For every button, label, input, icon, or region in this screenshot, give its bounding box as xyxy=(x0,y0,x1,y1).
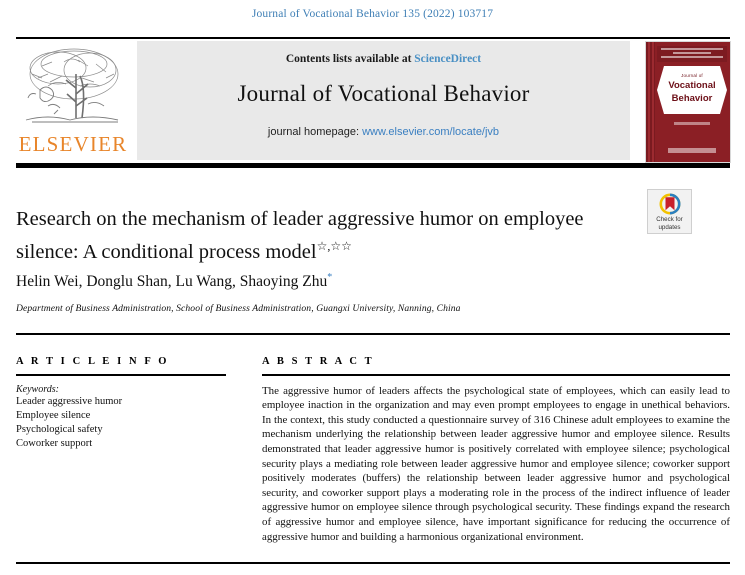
author-names: Helin Wei, Donglu Shan, Lu Wang, Shaoyin… xyxy=(16,273,328,291)
journal-cover-thumbnail: Journal of Vocational Behavior xyxy=(645,41,731,163)
journal-title: Journal of Vocational Behavior xyxy=(237,81,530,106)
title-footnote-marks: ☆,☆☆ xyxy=(316,239,352,253)
cover-hexagon: Journal of Vocational Behavior xyxy=(657,66,727,114)
crossmark-check-for-updates-badge[interactable]: Check for updates xyxy=(647,189,692,234)
keyword-item: Leader aggressive humor xyxy=(16,395,123,407)
cover-spine xyxy=(646,42,655,162)
abstract-heading: A B S T R A C T xyxy=(262,356,375,367)
cover-title-line2: Vocational xyxy=(668,80,716,91)
keywords-label: Keywords: xyxy=(16,383,59,395)
header-rule-thick xyxy=(16,163,730,168)
header-rule-top xyxy=(16,37,730,39)
corresponding-author-mark: * xyxy=(327,272,333,283)
journal-homepage-link[interactable]: www.elsevier.com/locate/jvb xyxy=(362,126,500,138)
elsevier-tree-icon xyxy=(25,48,119,123)
article-info-heading: A R T I C L E I N F O xyxy=(16,356,170,367)
abstract-section: A B S T R A C T The aggressive humor of … xyxy=(262,356,730,544)
elsevier-logo: ELSEVIER xyxy=(14,44,132,160)
article-info-underline xyxy=(16,374,226,376)
cover-band-line xyxy=(661,48,723,50)
crossmark-caption-line2: updates xyxy=(658,224,681,231)
keyword-item: Coworker support xyxy=(16,437,93,449)
cover-top-band xyxy=(657,46,727,62)
crossmark-icon xyxy=(659,193,681,215)
journal-homepage-label: journal homepage: xyxy=(267,126,363,138)
author-list: Helin Wei, Donglu Shan, Lu Wang, Shaoyin… xyxy=(16,272,616,291)
elsevier-wordmark: ELSEVIER xyxy=(18,132,128,156)
article-info-section: A R T I C L E I N F O Keywords: Leader a… xyxy=(16,356,236,451)
contents-available-text: Contents lists available at xyxy=(285,53,415,65)
author-affiliation: Department of Business Administration, S… xyxy=(16,303,461,314)
cover-title-line3: Behavior xyxy=(671,93,713,104)
cover-band-line xyxy=(661,56,723,58)
keyword-item: Employee silence xyxy=(16,409,91,421)
running-head: Journal of Vocational Behavior 135 (2022… xyxy=(251,8,494,20)
paper-title-text: Research on the mechanism of leader aggr… xyxy=(16,208,584,263)
page-title: Research on the mechanism of leader aggr… xyxy=(16,206,616,266)
journal-masthead: Contents lists available at ScienceDirec… xyxy=(137,41,630,160)
journal-homepage-line: journal homepage: www.elsevier.com/locat… xyxy=(137,126,630,138)
contents-available-line: Contents lists available at ScienceDirec… xyxy=(137,53,630,65)
keyword-item: Psychological safety xyxy=(16,423,103,435)
section-rule-middle xyxy=(16,333,730,335)
abstract-underline xyxy=(262,374,730,376)
section-rule-bottom xyxy=(16,562,730,564)
sciencedirect-link[interactable]: ScienceDirect xyxy=(414,53,482,65)
cover-title-line1: Journal of xyxy=(681,73,703,78)
cover-bottom-bar xyxy=(668,148,716,153)
cover-middle-bar xyxy=(674,122,710,125)
cover-band-line xyxy=(673,52,711,54)
crossmark-caption-line1: Check for xyxy=(656,216,683,223)
abstract-text: The aggressive humor of leaders affects … xyxy=(262,384,730,543)
